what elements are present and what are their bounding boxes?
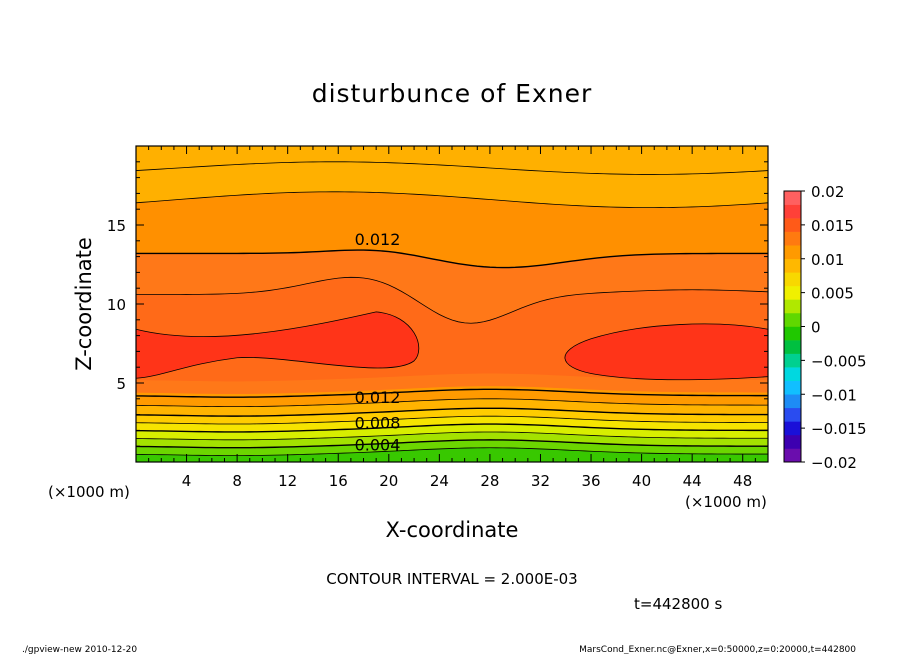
- colorbar-swatch: [784, 340, 801, 354]
- x-tick-label: 20: [379, 472, 398, 490]
- x-tick-label: 28: [480, 472, 499, 490]
- y-tick-label: 10: [107, 296, 126, 314]
- colorbar-swatch: [784, 204, 801, 219]
- colorbar-swatch: [784, 326, 801, 341]
- contour-label: 0.012: [355, 230, 401, 249]
- colorbar: [783, 190, 802, 463]
- contour-line: [135, 415, 769, 425]
- colorbar-swatch: [784, 367, 801, 381]
- contour-line: [135, 439, 769, 449]
- colorbar-tick-label: 0.015: [811, 217, 854, 235]
- colorbar-tick-label: −0.005: [811, 352, 867, 370]
- contour-line: [135, 311, 420, 379]
- contour-line: [135, 161, 769, 175]
- colorbar-tick-label: 0.02: [811, 183, 844, 201]
- colorbar-swatch: [784, 434, 801, 449]
- colorbar-swatch: [784, 394, 801, 409]
- contour-line: [135, 388, 769, 398]
- colorbar-tick-label: 0: [811, 319, 821, 337]
- colorbar-swatch: [784, 312, 801, 327]
- time-text: t=442800 s: [634, 595, 722, 613]
- colorbar-swatch: [784, 353, 801, 368]
- x-tick-label: 40: [632, 472, 651, 490]
- contour-line: [135, 423, 769, 433]
- x-unit-left: (×1000 m): [48, 483, 130, 501]
- contour-line: [135, 276, 769, 324]
- x-tick-label: 48: [733, 472, 752, 490]
- colorbar-swatch: [784, 380, 801, 395]
- colorbar-swatch: [784, 231, 801, 246]
- x-tick-label: 36: [581, 472, 600, 490]
- x-tick-label: 16: [329, 472, 348, 490]
- y-tick-label: 5: [116, 375, 126, 393]
- contour-label: 0.004: [355, 436, 401, 455]
- footer-left: ./gpview-new 2010-12-20: [22, 645, 137, 654]
- plot-fills: [136, 146, 768, 463]
- colorbar-swatch: [784, 299, 801, 314]
- colorbar-swatch: [784, 272, 801, 287]
- y-tick-label: 15: [107, 217, 126, 235]
- contour-line: [135, 398, 769, 408]
- chart-title: disturbunce of Exner: [312, 79, 593, 108]
- colorbar-tick-label: −0.02: [811, 454, 857, 472]
- contour-line: [564, 323, 769, 381]
- contour-line: [135, 191, 769, 209]
- x-axis-ticks: 4 8 12 16 20 24 28 32 36 40 44 48: [135, 146, 769, 490]
- colorbar-tick-label: −0.015: [811, 420, 867, 438]
- x-axis-label: X-coordinate: [386, 518, 519, 542]
- x-tick-label: 8: [232, 472, 242, 490]
- contour-lines: [135, 161, 769, 457]
- contour-label: 0.008: [355, 414, 401, 433]
- colorbar-tick-label: 0.01: [811, 251, 844, 269]
- colorbar-swatch: [784, 245, 801, 260]
- contour-label: 0.012: [355, 388, 401, 407]
- contour-line: [135, 447, 769, 457]
- x-tick-label: 12: [278, 472, 297, 490]
- x-unit-right: (×1000 m): [685, 493, 767, 511]
- footer-right: MarsCond_Exner.nc@Exner,x=0:50000,z=0:20…: [579, 645, 856, 654]
- x-tick-label: 44: [683, 472, 702, 490]
- colorbar-swatch: [784, 285, 801, 300]
- y-axis-ticks: 5 10 15: [107, 145, 768, 463]
- colorbar-swatch: [784, 448, 801, 463]
- x-tick-label: 4: [182, 472, 192, 490]
- colorbar-swatch: [784, 421, 801, 436]
- x-tick-label: 24: [430, 472, 449, 490]
- fill-blob-left: [136, 311, 419, 379]
- x-tick-label: 32: [531, 472, 550, 490]
- colorbar-swatch: [784, 191, 801, 205]
- contour-line: [136, 249, 769, 269]
- colorbar-swatch: [784, 407, 801, 422]
- contour-interval-text: CONTOUR INTERVAL = 2.000E-03: [326, 570, 577, 588]
- colorbar-swatch: [784, 258, 801, 273]
- fill-blob-right: [564, 323, 768, 380]
- fill-band: [136, 447, 768, 462]
- y-axis-label: Z-coordinate: [72, 237, 96, 371]
- colorbar-tick-label: 0.005: [811, 285, 854, 303]
- contour-line: [135, 431, 769, 441]
- colorbar-labels: 0.02 0.015 0.01 0.005 0 −0.005 −0.01 −0.015 −0.0…: [801, 183, 867, 472]
- contour-labels: 0.012 0.012 0.008 0.004: [355, 230, 401, 455]
- colorbar-tick-label: −0.01: [811, 386, 857, 404]
- colorbar-swatch: [784, 218, 801, 232]
- contour-line: [135, 407, 769, 417]
